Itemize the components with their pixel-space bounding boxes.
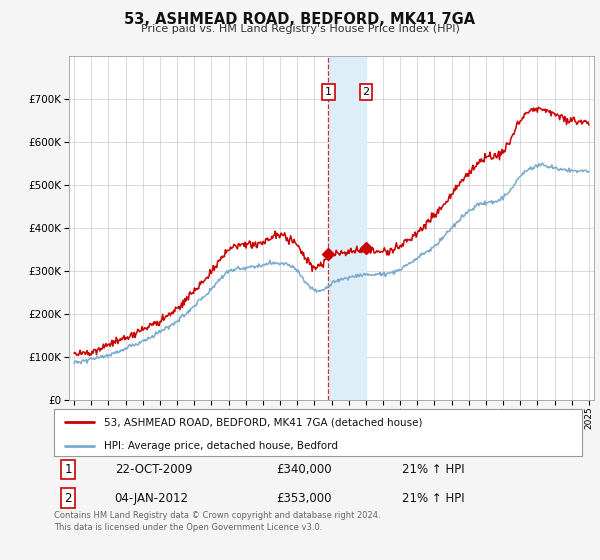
Text: 1: 1 bbox=[65, 463, 72, 476]
Text: 53, ASHMEAD ROAD, BEDFORD, MK41 7GA (detached house): 53, ASHMEAD ROAD, BEDFORD, MK41 7GA (det… bbox=[104, 417, 422, 427]
Text: 2: 2 bbox=[362, 87, 370, 97]
Bar bbox=[328, 56, 366, 400]
Text: Price paid vs. HM Land Registry's House Price Index (HPI): Price paid vs. HM Land Registry's House … bbox=[140, 24, 460, 34]
Text: 21% ↑ HPI: 21% ↑ HPI bbox=[403, 463, 465, 476]
Text: 1: 1 bbox=[325, 87, 332, 97]
Text: Contains HM Land Registry data © Crown copyright and database right 2024.
This d: Contains HM Land Registry data © Crown c… bbox=[54, 511, 380, 532]
Text: 53, ASHMEAD ROAD, BEDFORD, MK41 7GA: 53, ASHMEAD ROAD, BEDFORD, MK41 7GA bbox=[124, 12, 476, 27]
Text: 2: 2 bbox=[65, 492, 72, 505]
Text: 04-JAN-2012: 04-JAN-2012 bbox=[115, 492, 189, 505]
Text: £353,000: £353,000 bbox=[276, 492, 331, 505]
Text: £340,000: £340,000 bbox=[276, 463, 331, 476]
Text: 21% ↑ HPI: 21% ↑ HPI bbox=[403, 492, 465, 505]
Text: 22-OCT-2009: 22-OCT-2009 bbox=[115, 463, 192, 476]
Text: HPI: Average price, detached house, Bedford: HPI: Average price, detached house, Bedf… bbox=[104, 441, 338, 451]
